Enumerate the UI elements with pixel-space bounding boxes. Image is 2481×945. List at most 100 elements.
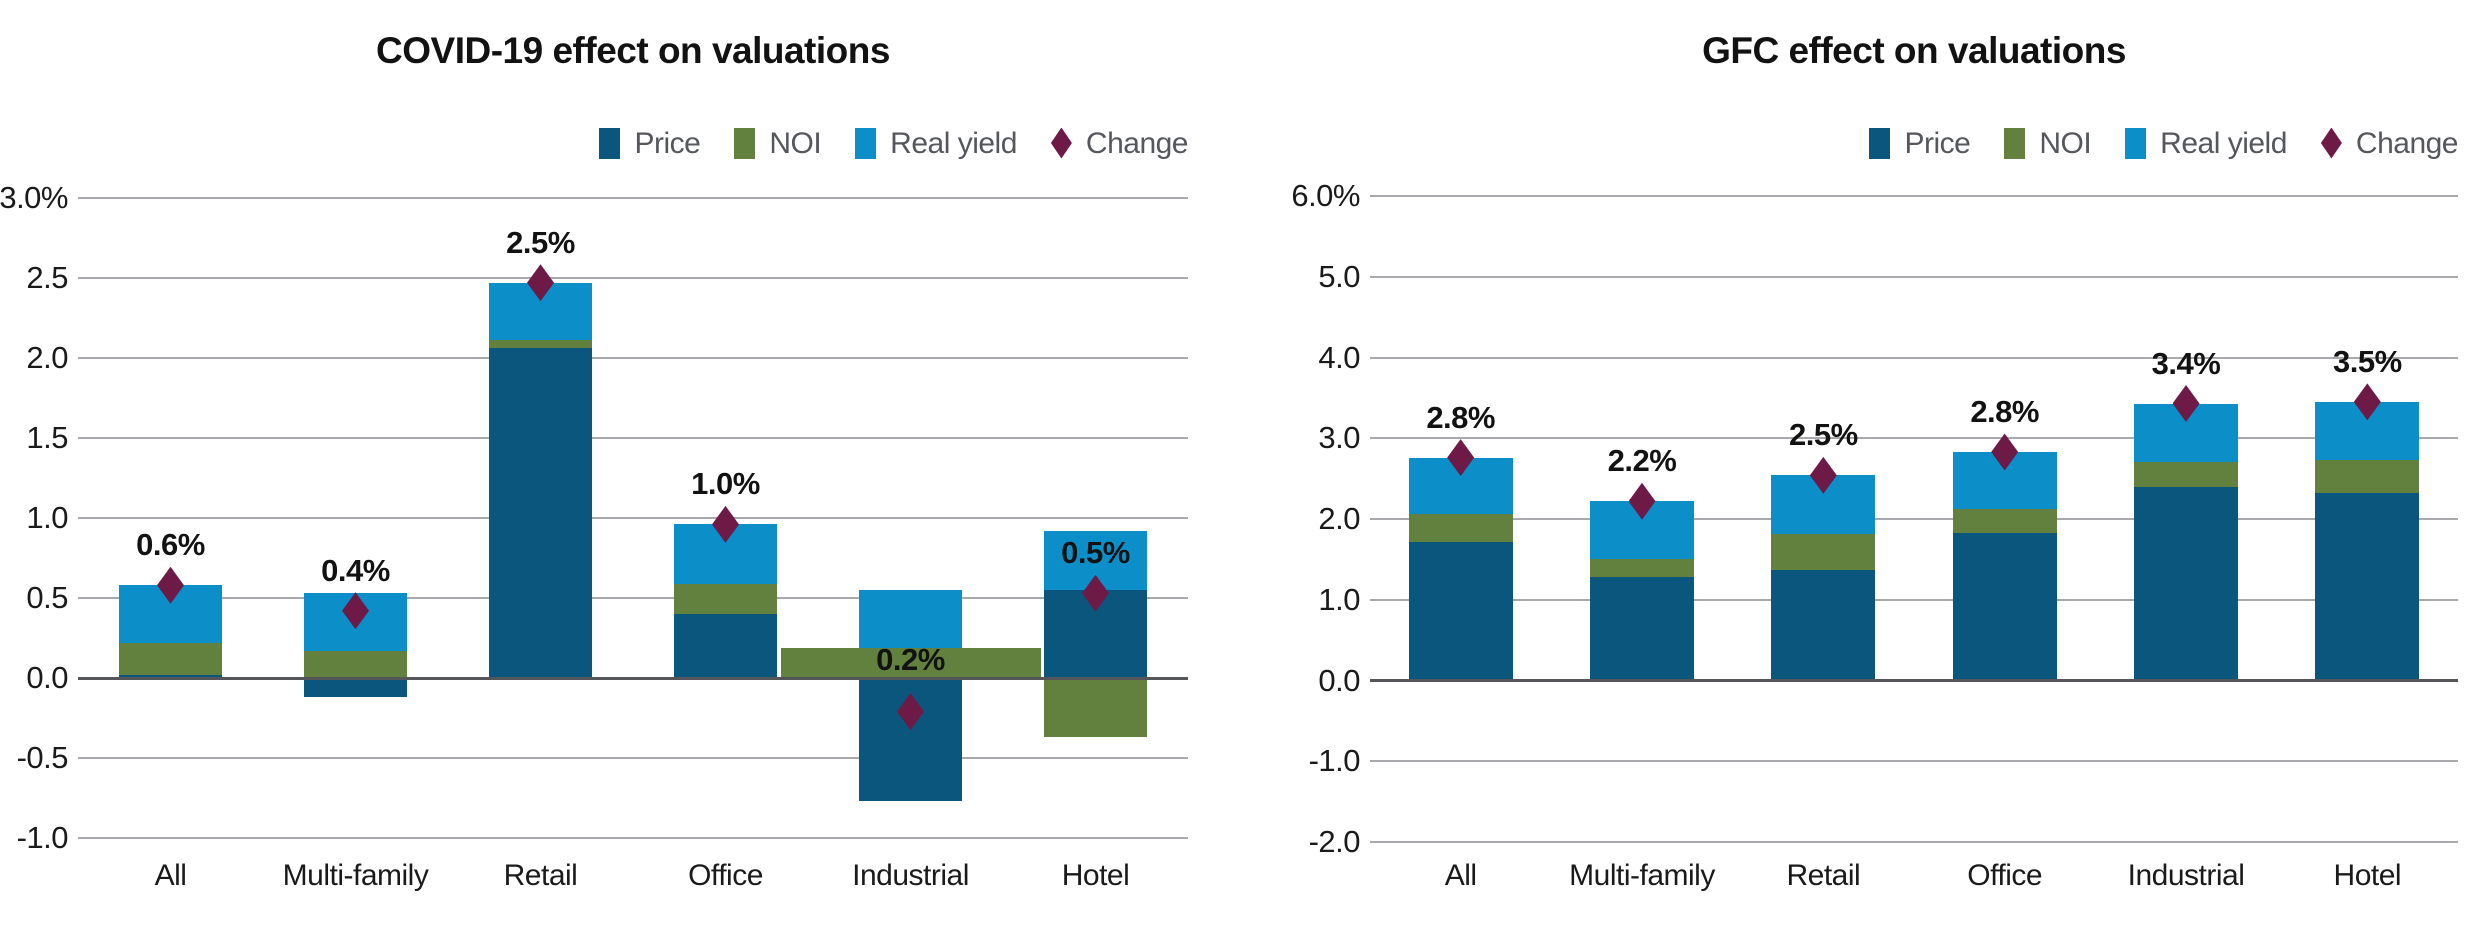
- y-axis-tick-label: 2.0: [1318, 501, 1360, 536]
- y-axis-tick-label: -1.0: [1308, 743, 1361, 779]
- legend-item-price: Price: [599, 126, 701, 160]
- bar-segment-noi: [674, 583, 777, 614]
- bar-segment-price: [1590, 577, 1694, 681]
- change-value-label: 2.5%: [1788, 417, 1858, 453]
- real-yield-swatch-icon: [855, 127, 877, 159]
- category-label: All: [1444, 859, 1477, 892]
- y-axis-tick-label: -0.5: [16, 740, 69, 775]
- bar-segment-noi: [1590, 559, 1694, 578]
- change-value-label: 0.6%: [136, 527, 205, 563]
- legend-item-change: Change: [2320, 126, 2459, 160]
- y-axis-tick-label: 3.0: [1318, 420, 1360, 456]
- gridline: [1370, 437, 2458, 440]
- bar-segment-price: [1771, 569, 1876, 681]
- y-axis-tick-label: -1.0: [16, 820, 69, 855]
- change-value-label: 1.0%: [691, 466, 760, 502]
- chart-legend: Price NOI Real yield Change: [1370, 122, 2459, 164]
- gridline: [78, 197, 1188, 199]
- category-label: Industrial: [852, 859, 969, 892]
- zero-axis-line: [78, 676, 1188, 680]
- gridline: [1370, 598, 2458, 601]
- gridline: [78, 517, 1188, 519]
- bar-segment-noi: [489, 340, 592, 349]
- chart-title: COVID-19 effect on valuations: [376, 30, 890, 71]
- change-value-label: 2.5%: [506, 224, 575, 260]
- legend-label: Change: [2355, 126, 2459, 160]
- gridline: [1370, 275, 2458, 278]
- chart-title: GFC effect on valuations: [1702, 30, 2126, 71]
- y-axis-tick-label: 6.0%: [1291, 178, 1360, 213]
- legend-label: Real yield: [890, 126, 1017, 160]
- bar-segment-noi: [2315, 460, 2420, 494]
- change-value-label: 0.4%: [321, 552, 390, 588]
- category-label: Hotel: [2333, 859, 2402, 892]
- change-value-label: 2.8%: [1426, 399, 1495, 435]
- category-label: Multi-family: [282, 859, 429, 892]
- gridline: [78, 757, 1188, 759]
- legend-item-real-yield: Real yield: [855, 126, 1017, 160]
- bar-segment-price: [119, 674, 222, 678]
- change-value-label: 2.2%: [1607, 443, 1677, 479]
- y-axis-tick-label: 3.0%: [0, 180, 69, 215]
- y-axis-tick-label: 0.5: [26, 580, 68, 615]
- y-axis-tick-label: 1.0: [1318, 581, 1360, 617]
- gridline: [1370, 518, 2458, 520]
- bar-segment-noi: [1771, 533, 1876, 570]
- category-label: Hotel: [1061, 859, 1130, 892]
- bar-segment-price: [2315, 493, 2420, 681]
- y-axis-tick-label: 0.0: [1318, 662, 1360, 698]
- change-value-label: 0.5%: [1061, 535, 1130, 571]
- bar-segment-price: [674, 614, 777, 678]
- change-value-label: 0.2%: [876, 642, 945, 678]
- zero-axis-line: [1370, 679, 2458, 682]
- category-label: Industrial: [2127, 859, 2245, 892]
- change-value-label: 2.8%: [1970, 393, 2039, 429]
- bar-segment-noi: [1044, 678, 1147, 738]
- y-axis-tick-label: 0.0: [26, 660, 68, 695]
- legend-item-price: Price: [1869, 126, 1971, 160]
- legend-item-noi: NOI: [2004, 127, 2092, 159]
- legend-label: Price: [1904, 126, 1971, 160]
- real-yield-swatch-icon: [2125, 127, 2147, 159]
- change-value-label: 3.5%: [2332, 343, 2402, 379]
- noi-swatch-icon: [2004, 127, 2026, 159]
- bar-segment-price: [1952, 532, 2057, 681]
- bar-segment-price: [2134, 486, 2238, 681]
- gridline: [1370, 760, 2458, 763]
- gridline: [78, 357, 1188, 359]
- y-axis-tick-label: 4.0: [1318, 339, 1360, 375]
- gridline: [78, 277, 1188, 279]
- price-swatch-icon: [1869, 127, 1891, 159]
- legend-label: Change: [1085, 126, 1189, 160]
- y-axis-tick-label: 1.0: [26, 500, 68, 535]
- category-label: All: [154, 859, 187, 892]
- bar-segment-price: [1408, 542, 1513, 681]
- bar-segment-price: [304, 678, 407, 698]
- y-axis-tick-label: 1.5: [26, 420, 68, 455]
- change-value-label: 3.4%: [2151, 345, 2221, 381]
- gridline: [1370, 195, 2458, 197]
- category-label: Office: [1967, 859, 2043, 892]
- bar-segment-noi: [2134, 462, 2238, 487]
- y-axis-tick-label: 5.0: [1318, 258, 1360, 294]
- bar-segment-noi: [119, 642, 222, 675]
- category-label: Office: [688, 859, 763, 892]
- y-axis-tick-label: -2.0: [1308, 824, 1361, 859]
- y-axis-tick-label: 2.0: [26, 340, 68, 375]
- bar-segment-noi: [304, 650, 407, 678]
- legend-label: Price: [634, 126, 701, 160]
- change-diamond-icon: [1050, 127, 1072, 159]
- category-label: Retail: [503, 859, 578, 892]
- category-label: Multi-family: [1569, 859, 1715, 892]
- gridline: [78, 837, 1188, 839]
- change-diamond-icon: [2320, 127, 2342, 159]
- y-axis-tick-label: 2.5: [26, 260, 68, 295]
- gridline: [1370, 841, 2458, 843]
- bar-segment-real_yield: [859, 590, 962, 648]
- legend-item-real-yield: Real yield: [2125, 127, 2287, 159]
- chart-legend: Price NOI Real yield Change: [78, 122, 1189, 164]
- legend-label: NOI: [769, 126, 822, 160]
- gridline: [78, 597, 1188, 599]
